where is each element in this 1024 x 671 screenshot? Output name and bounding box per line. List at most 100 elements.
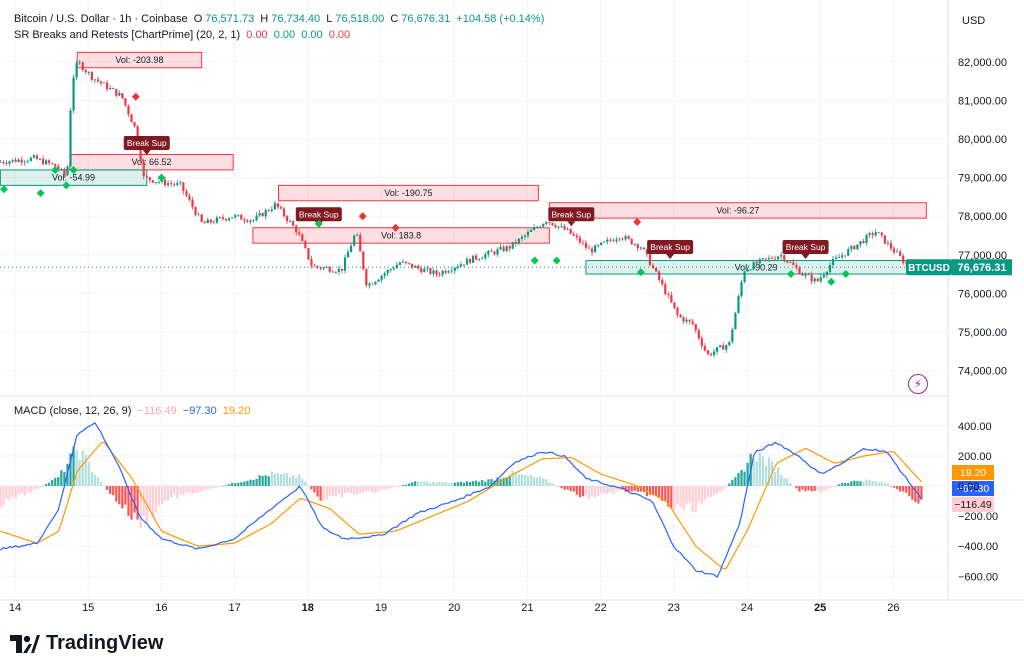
bull-candle <box>374 281 377 285</box>
bear-candle <box>163 179 167 186</box>
bear-candle <box>221 217 225 219</box>
bull-candle <box>102 82 106 84</box>
macd-histogram-bar <box>81 450 84 486</box>
macd-histogram-bar <box>346 486 350 493</box>
macd-histogram-bar <box>350 486 353 493</box>
macd-histogram-bar <box>648 486 652 495</box>
bear-candle <box>636 244 639 249</box>
macd-histogram-bar <box>664 486 667 502</box>
bull-candle <box>831 258 835 266</box>
macd-histogram-bar <box>578 486 581 498</box>
bear-candle <box>679 314 682 318</box>
macd-histogram-bar <box>23 486 26 496</box>
bull-candle <box>478 259 481 260</box>
bear-candle <box>892 248 896 253</box>
macd-histogram-bar <box>542 478 545 486</box>
indicator-value-1: 0.00 <box>246 29 268 41</box>
bull-candle <box>423 268 426 273</box>
bull-candle <box>834 257 838 259</box>
bear-candle <box>331 271 334 273</box>
macd-histogram-bar <box>615 486 618 491</box>
bear-candle <box>722 345 725 350</box>
bull-candle <box>780 255 783 257</box>
macd-histogram-bar <box>228 484 231 486</box>
bear-candle <box>569 228 572 234</box>
bear-candle <box>899 251 902 256</box>
indicator-legend[interactable]: SR Breaks and Retests [ChartPrime] (20, … <box>14 29 353 41</box>
lightning-icon[interactable]: ⚡ <box>908 374 928 394</box>
macd-histogram-bar <box>383 486 386 490</box>
tv-logo-icon <box>10 634 40 653</box>
macd-histogram-bar <box>51 479 54 486</box>
bear-candle <box>490 251 493 252</box>
macd-histogram-bar <box>276 473 280 486</box>
h-label: H <box>260 13 269 25</box>
bull-candle <box>273 203 276 210</box>
macd-histogram-bar <box>243 481 246 486</box>
bull-candle <box>542 223 545 227</box>
bull-candle <box>356 234 359 236</box>
macd-histogram-bar <box>795 486 798 489</box>
tradingview-logo[interactable]: TradingView <box>10 632 163 655</box>
macd-histogram-bar <box>420 481 423 486</box>
bull-candle <box>529 230 533 233</box>
macd-legend[interactable]: MACD (close, 12, 26, 9) −116.49 −97.30 1… <box>14 405 253 417</box>
bear-candle <box>648 254 652 266</box>
macd-histogram-bar <box>590 486 594 496</box>
macd-tick-label: −600.00 <box>958 571 998 583</box>
bear-candle <box>688 319 691 322</box>
bear-candle <box>572 233 575 236</box>
bull-candle <box>380 275 383 280</box>
macd-histogram-bar <box>136 486 139 520</box>
macd-signal-value: 19.20 <box>222 405 251 417</box>
bear-candle <box>630 238 633 245</box>
macd-histogram-bar <box>612 486 615 494</box>
bear-candle <box>807 274 810 275</box>
bull-candle <box>472 255 475 263</box>
currency-label: USD <box>962 15 985 27</box>
bull-candle <box>154 182 158 183</box>
macd-histogram-bar <box>142 486 145 517</box>
support-diamond <box>69 165 78 174</box>
macd-histogram-bar <box>154 486 158 513</box>
macd-histogram-bar <box>176 486 179 499</box>
bear-candle <box>194 207 197 215</box>
axes: 14 15 16 17 18 19 20 21 22 23 24 25 26 82,000.00 81,00… <box>9 15 1007 614</box>
macd-histogram-bar <box>853 480 856 486</box>
bull-candle <box>594 245 597 253</box>
price-tick-label: 75,000.00 <box>958 327 1007 339</box>
bull-candle <box>231 217 234 219</box>
macd-histogram-bar <box>844 482 847 486</box>
bear-candle <box>664 284 667 295</box>
bull-candle <box>895 251 899 253</box>
bull-candle <box>26 160 29 162</box>
break-sup-label-pointer <box>142 149 151 155</box>
macd-histogram-bar <box>8 486 11 501</box>
macd-axis-tag-text: 19.20 <box>960 467 986 479</box>
macd-histogram-bar <box>63 471 66 486</box>
bear-candle <box>310 259 313 266</box>
macd-histogram-bar <box>566 486 569 490</box>
macd-histogram-bar <box>432 481 435 486</box>
bull-candle <box>838 257 841 259</box>
bear-candle <box>292 221 295 226</box>
macd-histogram-bar <box>368 486 371 491</box>
bull-candle <box>72 77 75 111</box>
bull-candle <box>850 245 853 250</box>
macd-histogram-bar <box>828 486 832 489</box>
bear-candle <box>35 155 39 160</box>
macd-histogram-bar <box>487 479 490 486</box>
bull-candle <box>523 235 527 237</box>
bull-candle <box>856 244 859 250</box>
bull-candle <box>804 274 807 276</box>
bear-candle <box>371 283 374 285</box>
bull-candle <box>377 279 380 282</box>
bull-candle <box>289 221 292 222</box>
bear-candle <box>798 267 801 275</box>
bear-candle <box>587 247 591 249</box>
macd-histogram-bar <box>255 478 258 486</box>
macd-histogram-bar <box>850 481 853 486</box>
bear-candle <box>706 350 710 354</box>
macd-histogram-bar <box>221 485 225 487</box>
